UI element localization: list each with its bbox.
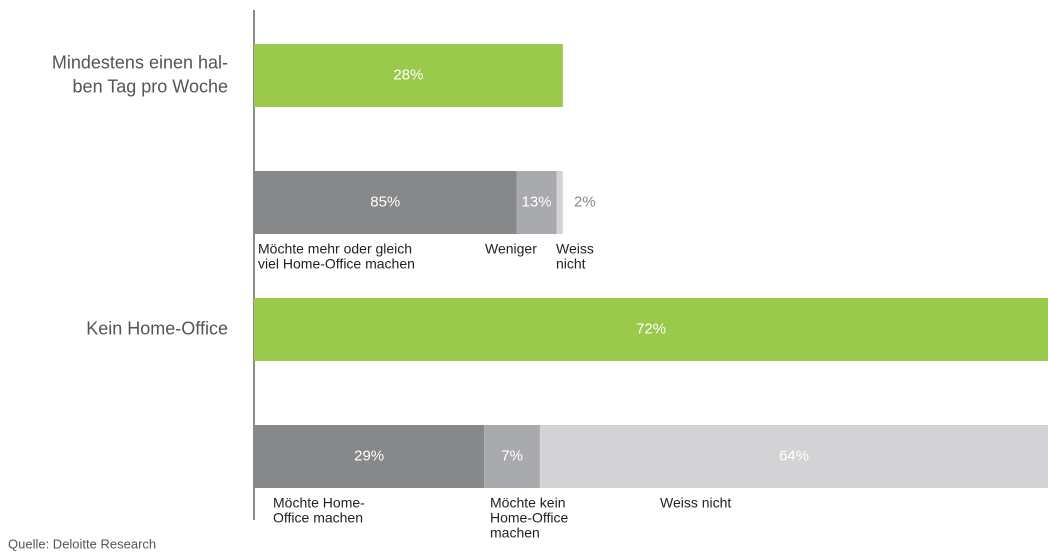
- category-label: Kein Home-Office: [86, 318, 228, 338]
- segment: [484, 425, 540, 488]
- bar: [254, 44, 563, 107]
- segment-name: Office machen: [273, 510, 363, 526]
- segment: [556, 171, 563, 234]
- segment-name: Weniger: [485, 241, 537, 257]
- segment-name: Weiss: [556, 241, 594, 257]
- bar: [254, 298, 1048, 361]
- segment-name: Möchte mehr oder gleich: [258, 241, 412, 257]
- segment-name: viel Home-Office machen: [258, 256, 415, 272]
- source: Quelle: Deloitte Research: [8, 536, 156, 551]
- segment-label: 13%: [522, 193, 552, 210]
- segment-label: 7%: [501, 447, 523, 464]
- segment: [539, 425, 1048, 488]
- segment-label: 64%: [779, 447, 809, 464]
- segment: [254, 171, 517, 234]
- value-label: 72%: [636, 320, 666, 337]
- segment: [254, 425, 485, 488]
- segment-name: Möchte Home-: [273, 495, 365, 511]
- segment-name: Möchte kein: [490, 495, 565, 511]
- value-label: 28%: [393, 66, 423, 83]
- category-label: Mindestens einen hal-: [52, 52, 228, 72]
- segment-name: machen: [490, 525, 540, 541]
- segment-label: 85%: [370, 193, 400, 210]
- segment-name: Weiss nicht: [660, 495, 731, 511]
- segment-name: nicht: [556, 256, 586, 272]
- category-label: ben Tag pro Woche: [73, 76, 228, 96]
- segment-label: 29%: [354, 447, 384, 464]
- segment-label: 2%: [574, 193, 596, 210]
- segment: [516, 171, 557, 234]
- segment-name: Home-Office: [490, 510, 569, 526]
